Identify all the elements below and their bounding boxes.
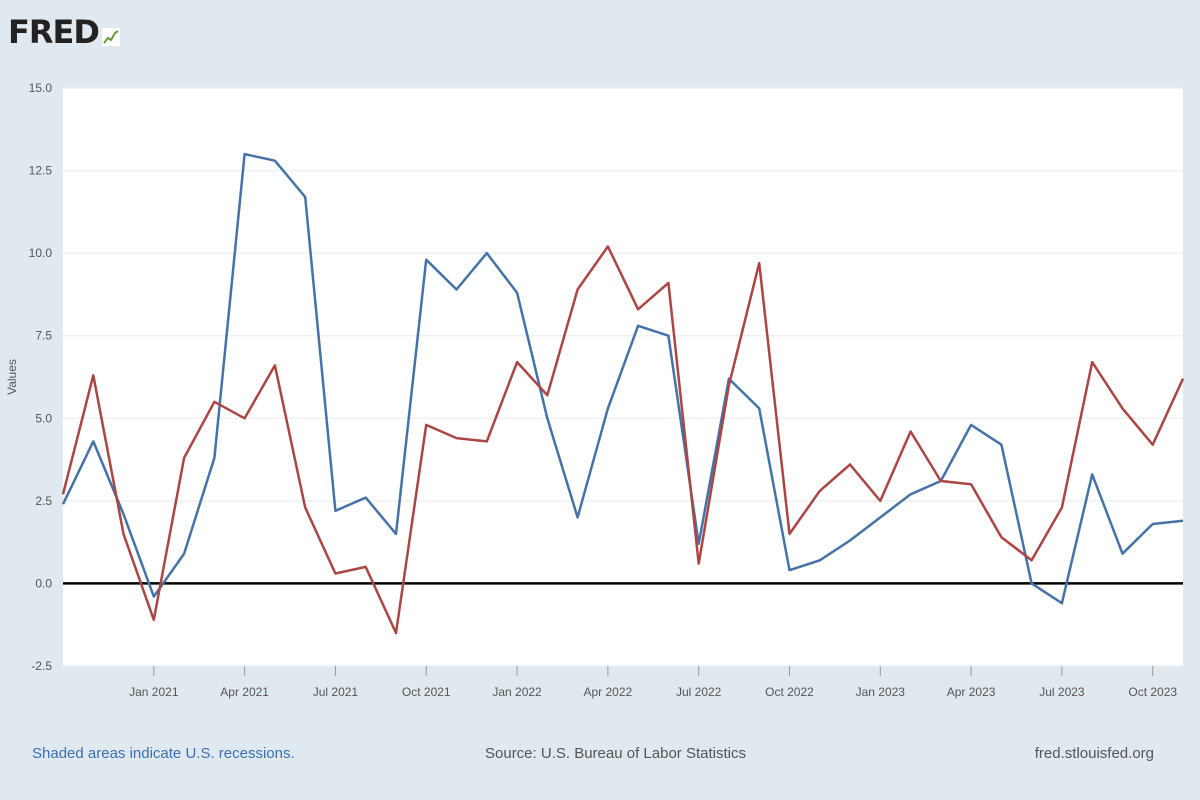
x-tick-label: Oct 2023 [1128,685,1177,699]
y-axis-label: Values [5,359,19,395]
y-tick-label: -2.5 [31,659,52,673]
x-tick-label: Jul 2021 [313,685,359,699]
y-tick-label: 2.5 [35,494,52,508]
y-tick-label: 7.5 [35,329,52,343]
fred-logo[interactable]: FRED [8,16,120,48]
series-line-red[interactable] [61,245,1185,635]
gridlines [63,87,1183,667]
y-axis: -2.5 0.0 2.5 5.0 7.5 10.0 12.5 15.0 [29,81,53,673]
fred-url[interactable]: fred.stlouisfed.org [1034,745,1154,762]
x-tick-label: Apr 2022 [584,685,633,699]
x-axis: Jan 2021 Apr 2021 Jul 2021 Oct 2021 Jan 2022… [129,666,1177,699]
y-tick-label: 10.0 [29,246,53,260]
plot-area [63,88,1183,666]
x-tick-label: Jan 2023 [856,685,906,699]
x-tick-label: Jan 2022 [492,685,542,699]
y-tick-label: 15.0 [29,81,53,95]
x-tick-label: Jul 2022 [676,685,722,699]
logo-text: FRED [8,13,100,51]
mini-chart-icon [101,28,120,46]
x-tick-label: Jan 2021 [129,685,179,699]
x-tick-label: Oct 2022 [765,685,814,699]
x-tick-label: Apr 2023 [947,685,996,699]
series-group [61,152,1185,635]
series-line-blue[interactable] [61,152,1184,605]
recessions-note[interactable]: Shaded areas indicate U.S. recessions. [32,745,295,762]
x-tick-label: Oct 2021 [402,685,451,699]
x-tick-label: Apr 2021 [220,685,269,699]
y-tick-label: 0.0 [35,576,52,590]
x-tick-label: Jul 2023 [1039,685,1085,699]
y-tick-label: 12.5 [29,164,53,178]
source-note: Source: U.S. Bureau of Labor Statistics [485,745,746,762]
y-tick-label: 5.0 [35,411,52,425]
line-chart: -2.5 0.0 2.5 5.0 7.5 10.0 12.5 15.0 Jan 2021 Apr… [5,81,1185,699]
